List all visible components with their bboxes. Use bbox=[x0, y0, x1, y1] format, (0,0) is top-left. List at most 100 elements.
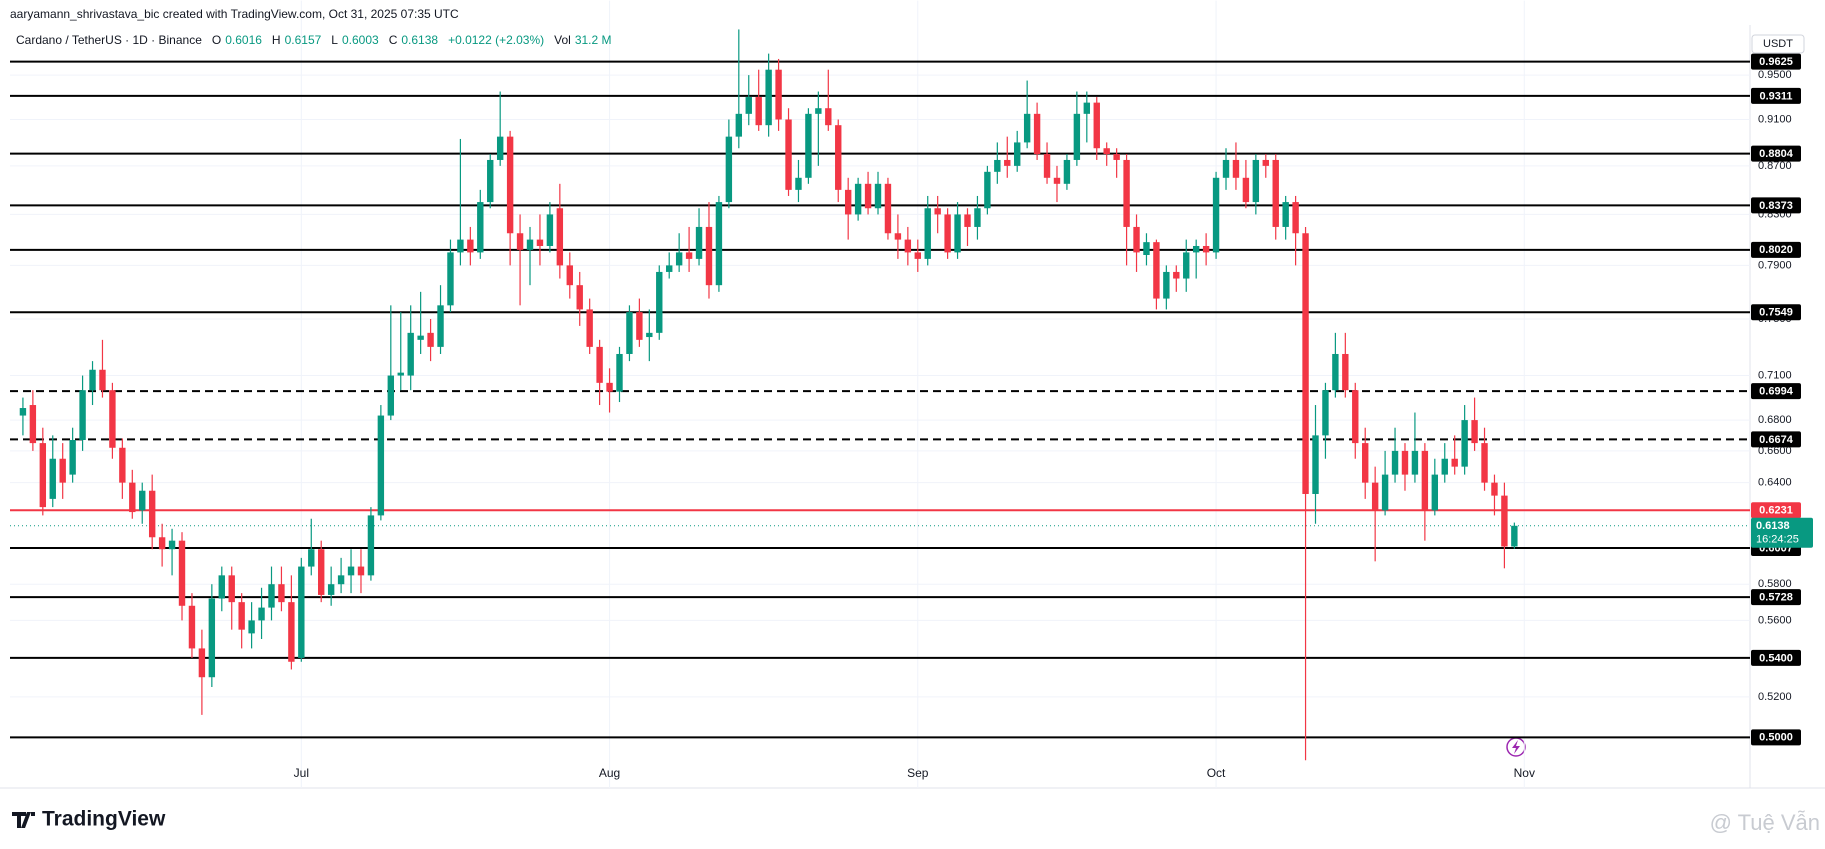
candle-body bbox=[119, 447, 126, 483]
candle-body bbox=[1371, 482, 1379, 511]
y-tick-label: 0.6400 bbox=[1758, 477, 1792, 489]
candle-body bbox=[49, 458, 56, 499]
high-label: H bbox=[271, 33, 281, 47]
y-tick-label: 0.7100 bbox=[1758, 369, 1792, 381]
level-label: 0.5728 bbox=[1759, 591, 1793, 603]
candle-body bbox=[1272, 159, 1279, 227]
brand: TradingView bbox=[42, 808, 166, 831]
candle-body bbox=[1103, 148, 1110, 155]
candle-body bbox=[586, 309, 593, 347]
candle-body bbox=[785, 119, 792, 190]
watermark: @ Tuệ Vẫn bbox=[1710, 810, 1820, 835]
candle-body bbox=[387, 375, 395, 416]
candle-body bbox=[974, 208, 981, 227]
candle-body bbox=[914, 252, 921, 259]
candle-body bbox=[666, 265, 673, 272]
candle-body bbox=[1014, 142, 1021, 166]
candle-body bbox=[1381, 474, 1389, 511]
candle-body bbox=[1202, 245, 1210, 253]
level-badge bbox=[1751, 197, 1801, 214]
candle-body bbox=[148, 490, 156, 538]
candle-body bbox=[278, 584, 285, 603]
level-badge bbox=[1751, 649, 1801, 666]
candle-body bbox=[576, 285, 583, 310]
volume-value: 31.2 M bbox=[574, 33, 612, 47]
candle-body bbox=[526, 239, 534, 250]
candle-body bbox=[1501, 495, 1508, 547]
candle-body bbox=[725, 136, 733, 203]
x-tick-label: Oct bbox=[1207, 766, 1226, 780]
candle-body bbox=[675, 252, 683, 266]
last-price-label: 0.6138 bbox=[1756, 520, 1790, 532]
candle-body bbox=[566, 265, 573, 286]
open-value: 0.6016 bbox=[225, 33, 262, 47]
y-tick-label: 0.9100 bbox=[1758, 113, 1792, 125]
candle-body bbox=[1053, 177, 1061, 184]
candle-body bbox=[606, 382, 613, 392]
candle-body bbox=[636, 312, 643, 340]
candle-body bbox=[715, 202, 723, 286]
candle-body bbox=[1461, 420, 1468, 467]
candle-body bbox=[109, 390, 116, 448]
candle-body bbox=[1143, 242, 1150, 255]
currency-box[interactable] bbox=[1751, 34, 1805, 54]
level-badge bbox=[1751, 589, 1801, 606]
candle-body bbox=[1362, 443, 1369, 483]
candle-body bbox=[1173, 271, 1180, 279]
candle-body bbox=[815, 108, 822, 114]
grid bbox=[10, 0, 1750, 788]
alert-icon[interactable] bbox=[1506, 737, 1526, 757]
candle-body bbox=[1332, 353, 1339, 391]
candle-body bbox=[1242, 177, 1250, 203]
candle-body bbox=[705, 226, 713, 286]
candle-body bbox=[1451, 458, 1458, 467]
legend: Cardano / TetherUS · 1D · Binance O 0.601… bbox=[16, 33, 618, 47]
x-tick-label: Aug bbox=[599, 766, 620, 780]
candle-body bbox=[407, 332, 414, 376]
change: +0.0122 (+2.03%) bbox=[448, 33, 545, 47]
level-label: 0.6994 bbox=[1759, 385, 1794, 397]
candle-body bbox=[417, 335, 424, 340]
candle-body bbox=[99, 369, 106, 391]
candle-body bbox=[129, 482, 136, 513]
candle-body bbox=[1093, 102, 1100, 149]
level-badge bbox=[1751, 87, 1801, 104]
candle-body bbox=[934, 208, 941, 215]
y-tick-label: 0.5200 bbox=[1758, 691, 1792, 703]
candle-body bbox=[496, 136, 504, 160]
level-badge bbox=[1751, 304, 1801, 321]
level-badge bbox=[1751, 145, 1801, 162]
candle-body bbox=[924, 208, 931, 259]
candle-body bbox=[1252, 159, 1260, 203]
candle-body bbox=[79, 390, 86, 441]
low-label: L bbox=[331, 33, 338, 47]
candle-body bbox=[1441, 458, 1448, 475]
candle-body bbox=[377, 415, 385, 516]
candle-body bbox=[178, 540, 186, 606]
candle-body bbox=[258, 607, 265, 621]
level-badge bbox=[1751, 383, 1801, 400]
level-label: 0.6674 bbox=[1759, 434, 1794, 446]
candle-body bbox=[1004, 159, 1011, 166]
open-label: O bbox=[211, 33, 222, 47]
candle-body bbox=[268, 584, 275, 608]
candle-body bbox=[248, 620, 255, 634]
candle-body bbox=[646, 332, 653, 338]
candle-body bbox=[1183, 252, 1190, 279]
candle-body bbox=[447, 252, 454, 306]
candle-body bbox=[397, 372, 404, 376]
candle-body bbox=[1153, 242, 1160, 299]
y-tick-label: 0.5800 bbox=[1758, 578, 1792, 590]
candles bbox=[19, 29, 1518, 761]
candle-body bbox=[556, 208, 564, 266]
candle-body bbox=[487, 159, 494, 203]
candle-body bbox=[1212, 177, 1220, 253]
candle-body bbox=[755, 97, 762, 126]
candle-body bbox=[1282, 202, 1289, 227]
candle-body bbox=[19, 408, 27, 416]
candle-body bbox=[1043, 154, 1051, 178]
level-badge bbox=[1751, 729, 1801, 746]
candle-body bbox=[994, 159, 1001, 172]
candle-body bbox=[616, 353, 623, 392]
